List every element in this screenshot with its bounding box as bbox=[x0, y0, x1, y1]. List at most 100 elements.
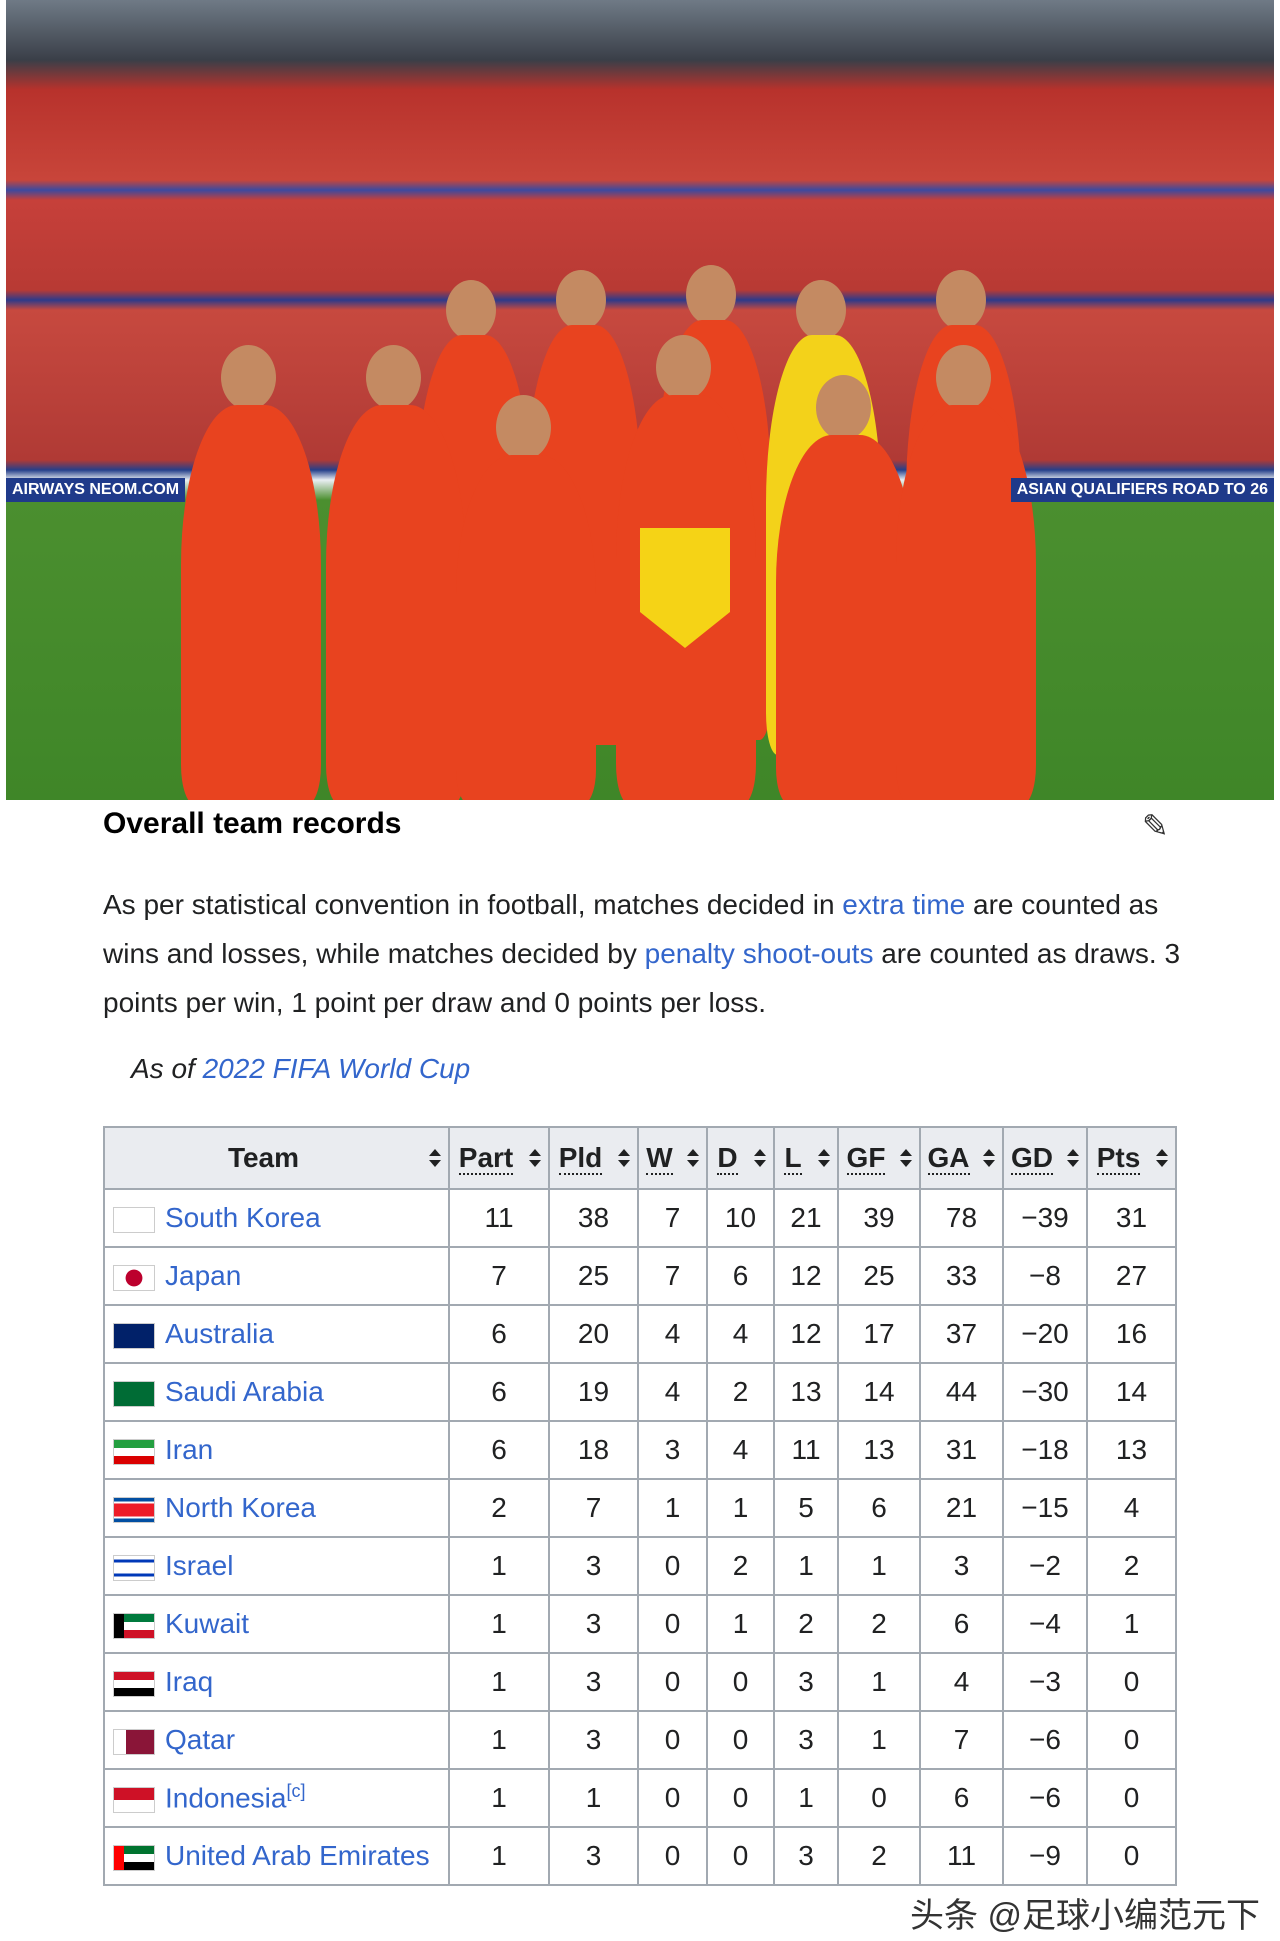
sort-down-icon bbox=[754, 1160, 766, 1167]
cell-pts: 1 bbox=[1086, 1594, 1177, 1654]
cell-gf: 39 bbox=[837, 1188, 921, 1248]
sort-down-icon bbox=[618, 1160, 630, 1167]
column-header-w[interactable]: W bbox=[637, 1126, 708, 1190]
as-of-note: As of 2022 FIFA World Cup bbox=[131, 1052, 470, 1086]
team-cell: Japan bbox=[103, 1246, 450, 1306]
as-of-prefix: As of bbox=[131, 1053, 203, 1084]
cell-part: 1 bbox=[448, 1710, 550, 1770]
team-link[interactable]: Australia bbox=[165, 1318, 274, 1349]
sort-down-icon bbox=[983, 1160, 995, 1167]
team-cell: Israel bbox=[103, 1536, 450, 1596]
cell-ga: 6 bbox=[919, 1594, 1004, 1654]
world-cup-link[interactable]: 2022 FIFA World Cup bbox=[202, 1053, 471, 1084]
cell-pld: 3 bbox=[548, 1594, 639, 1654]
cell-d: 2 bbox=[706, 1536, 775, 1596]
cell-pts: 0 bbox=[1086, 1768, 1177, 1828]
column-header-label: Team bbox=[227, 1142, 300, 1173]
team-cell: United Arab Emirates bbox=[103, 1826, 450, 1886]
cell-w: 7 bbox=[637, 1246, 708, 1306]
column-header-gd[interactable]: GD bbox=[1002, 1126, 1088, 1190]
column-header-gf[interactable]: GF bbox=[837, 1126, 921, 1190]
cell-gf: 2 bbox=[837, 1826, 921, 1886]
sort-up-icon bbox=[900, 1149, 912, 1156]
cell-d: 2 bbox=[706, 1362, 775, 1422]
extra-time-link[interactable]: extra time bbox=[842, 889, 966, 920]
cell-gd: −3 bbox=[1002, 1652, 1088, 1712]
cell-l: 12 bbox=[773, 1246, 839, 1306]
sort-icon[interactable] bbox=[1156, 1149, 1168, 1167]
cell-w: 0 bbox=[637, 1594, 708, 1654]
cell-gf: 25 bbox=[837, 1246, 921, 1306]
sort-icon[interactable] bbox=[687, 1149, 699, 1167]
cell-l: 5 bbox=[773, 1478, 839, 1538]
column-header-ga[interactable]: GA bbox=[919, 1126, 1004, 1190]
cell-part: 1 bbox=[448, 1652, 550, 1712]
sort-icon[interactable] bbox=[1067, 1149, 1079, 1167]
player-head bbox=[936, 270, 986, 330]
sort-up-icon bbox=[983, 1149, 995, 1156]
cell-part: 6 bbox=[448, 1362, 550, 1422]
cell-pld: 1 bbox=[548, 1768, 639, 1828]
pencil-icon[interactable]: ✎ bbox=[1142, 808, 1169, 844]
cell-ga: 4 bbox=[919, 1652, 1004, 1712]
column-header-label: D bbox=[717, 1142, 738, 1175]
cell-pld: 3 bbox=[548, 1536, 639, 1596]
player-head bbox=[936, 345, 991, 410]
adboard-left: AIRWAYS NEOM.COM bbox=[6, 478, 186, 502]
cell-pld: 7 bbox=[548, 1478, 639, 1538]
column-header-pts[interactable]: Pts bbox=[1086, 1126, 1177, 1190]
column-header-part[interactable]: Part bbox=[448, 1126, 550, 1190]
table-row: Kuwait 1 3 0 1 2 2 6 −4 1 bbox=[103, 1594, 1177, 1654]
cell-part: 1 bbox=[448, 1768, 550, 1828]
sort-icon[interactable] bbox=[818, 1149, 830, 1167]
team-link[interactable]: Japan bbox=[165, 1260, 242, 1291]
sort-icon[interactable] bbox=[429, 1149, 441, 1167]
column-header-label: W bbox=[646, 1142, 673, 1175]
team-link[interactable]: Qatar bbox=[165, 1724, 236, 1755]
team-link[interactable]: Indonesia bbox=[165, 1782, 287, 1814]
team-link[interactable]: Iran bbox=[165, 1434, 214, 1465]
column-header-team[interactable]: Team bbox=[103, 1126, 450, 1190]
column-header-label: Part bbox=[458, 1142, 514, 1175]
team-link[interactable]: Kuwait bbox=[165, 1608, 250, 1639]
sort-icon[interactable] bbox=[529, 1149, 541, 1167]
cell-ga: 31 bbox=[919, 1420, 1004, 1480]
sort-down-icon bbox=[818, 1160, 830, 1167]
iraq-flag-icon bbox=[113, 1670, 155, 1697]
sort-up-icon bbox=[618, 1149, 630, 1156]
kuwait-flag-icon bbox=[113, 1612, 155, 1639]
team-link[interactable]: Saudi Arabia bbox=[165, 1376, 324, 1407]
team-link[interactable]: United Arab Emirates bbox=[165, 1840, 430, 1871]
sort-icon[interactable] bbox=[983, 1149, 995, 1167]
team-link[interactable]: Iraq bbox=[165, 1666, 214, 1697]
player-head bbox=[686, 265, 736, 325]
sort-icon[interactable] bbox=[754, 1149, 766, 1167]
footnote-link[interactable]: [c] bbox=[286, 1780, 306, 1801]
sort-icon[interactable] bbox=[900, 1149, 912, 1167]
cell-l: 3 bbox=[773, 1826, 839, 1886]
team-cell: Iran bbox=[103, 1420, 450, 1480]
team-link[interactable]: North Korea bbox=[165, 1492, 316, 1523]
cell-pts: 4 bbox=[1086, 1478, 1177, 1538]
sort-icon[interactable] bbox=[618, 1149, 630, 1167]
cell-l: 11 bbox=[773, 1420, 839, 1480]
cell-gd: −39 bbox=[1002, 1188, 1088, 1248]
cell-gd: −2 bbox=[1002, 1536, 1088, 1596]
team-link[interactable]: Israel bbox=[165, 1550, 234, 1581]
cell-part: 7 bbox=[448, 1246, 550, 1306]
cell-pld: 38 bbox=[548, 1188, 639, 1248]
cell-part: 6 bbox=[448, 1420, 550, 1480]
column-header-l[interactable]: L bbox=[773, 1126, 839, 1190]
cell-ga: 11 bbox=[919, 1826, 1004, 1886]
cell-gf: 1 bbox=[837, 1652, 921, 1712]
column-header-d[interactable]: D bbox=[706, 1126, 775, 1190]
column-header-pld[interactable]: Pld bbox=[548, 1126, 639, 1190]
team-link[interactable]: South Korea bbox=[165, 1202, 321, 1233]
cell-d: 4 bbox=[706, 1420, 775, 1480]
cell-pts: 27 bbox=[1086, 1246, 1177, 1306]
cell-gd: −8 bbox=[1002, 1246, 1088, 1306]
cell-d: 0 bbox=[706, 1710, 775, 1770]
section-title: Overall team records bbox=[103, 807, 402, 840]
player bbox=[456, 455, 596, 800]
penalty-shootouts-link[interactable]: penalty shoot-outs bbox=[644, 938, 874, 969]
